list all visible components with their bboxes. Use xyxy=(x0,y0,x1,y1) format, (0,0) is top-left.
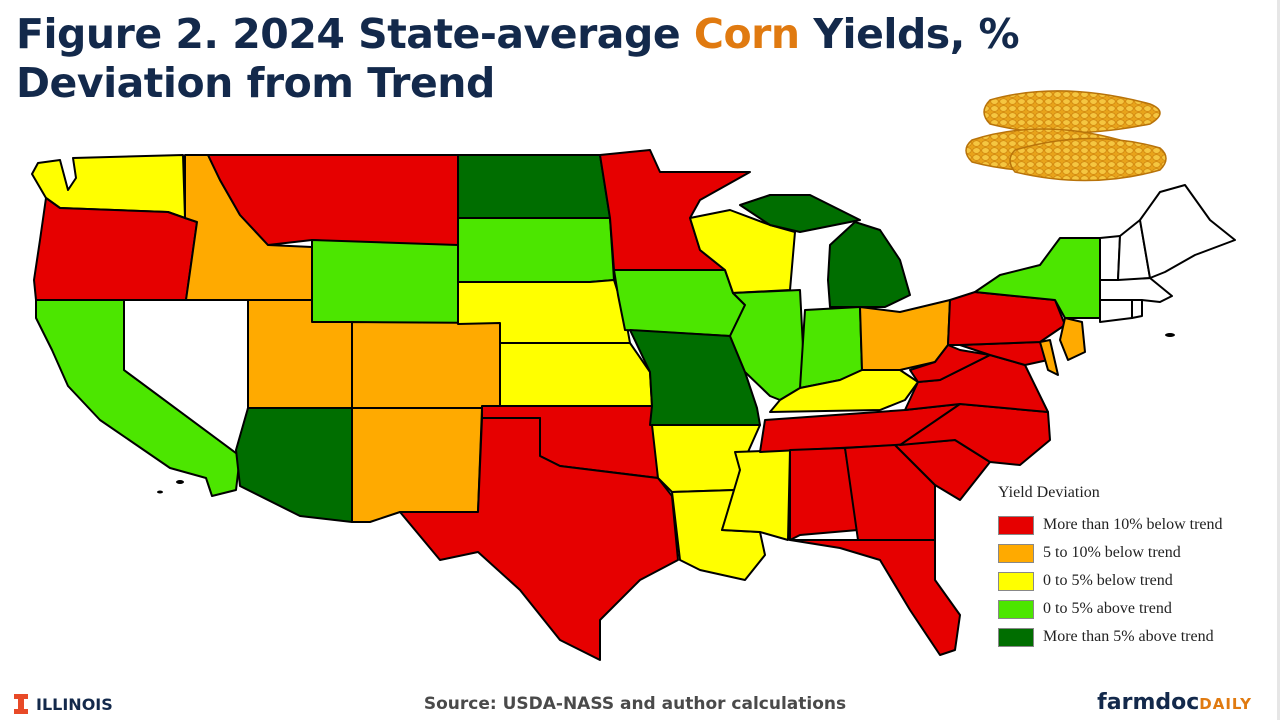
legend-item: More than 5% above trend xyxy=(998,623,1268,651)
legend-label: More than 5% above trend xyxy=(1043,628,1214,645)
legend-swatch xyxy=(998,627,1034,647)
corn-cobs-illustration xyxy=(965,90,1167,182)
state-fl xyxy=(789,539,961,656)
state-wv xyxy=(909,344,991,383)
legend-item: 5 to 10% below trend xyxy=(998,539,1268,567)
illinois-logo: ILLINOIS xyxy=(14,694,113,714)
state-al xyxy=(789,447,859,541)
channel-island xyxy=(176,480,184,484)
state-wy xyxy=(311,239,459,325)
legend-swatch xyxy=(998,599,1034,619)
legend-swatch xyxy=(998,515,1034,535)
legend-label: 0 to 5% above trend xyxy=(1043,600,1172,617)
title-part-1: Figure 2. 2024 State-average xyxy=(16,10,694,58)
legend-item: 0 to 5% below trend xyxy=(998,567,1268,595)
state-nj xyxy=(1059,317,1086,361)
state-ma xyxy=(1099,277,1173,303)
state-ri xyxy=(1131,299,1143,319)
farmdoc-logo-main: farmdoc xyxy=(1097,690,1200,715)
state-ct xyxy=(1099,299,1133,323)
slide-edge xyxy=(1277,0,1280,720)
state-ia xyxy=(613,269,746,337)
state-nd xyxy=(457,154,611,219)
nantucket-island xyxy=(1165,333,1175,337)
state-il xyxy=(729,289,806,401)
legend-label: 0 to 5% below trend xyxy=(1043,572,1173,589)
legend-label: More than 10% below trend xyxy=(1043,516,1223,533)
source-note: Source: USDA-NASS and author calculation… xyxy=(423,694,847,714)
map-legend: Yield Deviation More than 10% below tren… xyxy=(998,483,1268,651)
channel-island xyxy=(157,490,163,494)
state-ga xyxy=(844,444,936,541)
state-de xyxy=(1039,339,1059,376)
state-nm xyxy=(351,407,483,523)
legend-title: Yield Deviation xyxy=(998,484,1100,501)
legend-swatch xyxy=(998,571,1034,591)
state-mi-upper xyxy=(739,194,861,233)
state-sd xyxy=(457,217,615,283)
state-tx xyxy=(399,417,679,661)
state-ks xyxy=(499,342,653,407)
state-co xyxy=(351,321,501,409)
state-vt xyxy=(1099,235,1121,281)
figure-title: Figure 2. 2024 State-average Corn Yields… xyxy=(16,10,1216,108)
legend-item: More than 10% below trend xyxy=(998,511,1268,539)
farmdoc-daily-logo: farmdocDAILY xyxy=(1097,690,1252,715)
title-accent-word: Corn xyxy=(693,10,800,58)
state-az xyxy=(235,407,353,523)
block-i-icon xyxy=(14,694,28,714)
state-or xyxy=(33,197,198,301)
state-mi xyxy=(827,221,911,308)
farmdoc-logo-accent: DAILY xyxy=(1199,695,1252,713)
title-part-2: Yields, % Deviation from Trend xyxy=(16,10,1020,107)
illinois-logo-text: ILLINOIS xyxy=(36,694,113,714)
legend-item: 0 to 5% above trend xyxy=(998,595,1268,623)
state-me xyxy=(1139,184,1236,279)
state-ky xyxy=(769,369,919,413)
legend-label: 5 to 10% below trend xyxy=(1043,544,1181,561)
legend-swatch xyxy=(998,543,1034,563)
